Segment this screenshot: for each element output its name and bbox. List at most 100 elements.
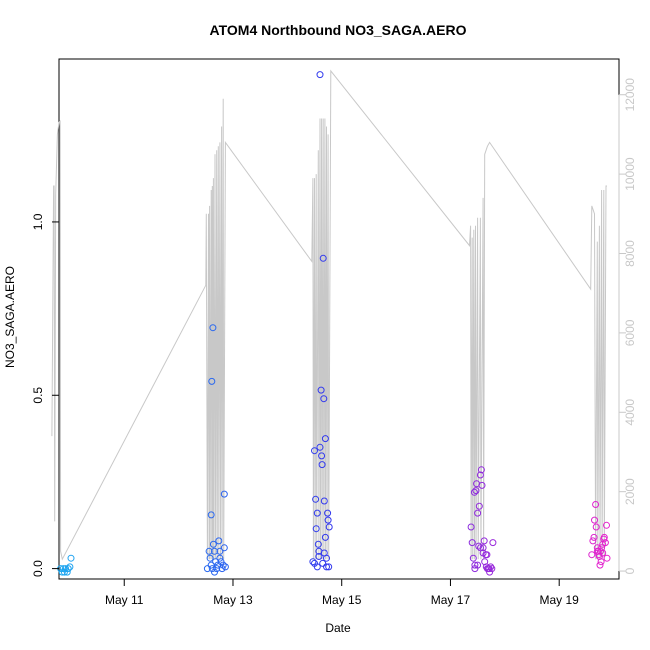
data-point xyxy=(475,542,483,550)
data-point xyxy=(592,523,600,531)
scatter-series xyxy=(57,71,611,576)
data-point xyxy=(313,509,321,517)
data-point xyxy=(315,553,323,560)
data-point xyxy=(588,551,596,559)
data-point xyxy=(316,443,324,451)
data-point xyxy=(67,554,75,562)
y2-tick-label: 12000 xyxy=(623,78,637,112)
data-point xyxy=(318,452,326,460)
data-point xyxy=(318,461,326,469)
data-point xyxy=(470,488,478,496)
y-axis-left: 0.0 0.5 1.0 xyxy=(31,213,59,577)
data-point xyxy=(592,501,600,508)
x-axis: May 11 May 13 May 15 May 17 May 19 xyxy=(105,579,579,607)
data-point xyxy=(211,547,218,555)
data-point xyxy=(319,559,327,567)
data-point xyxy=(208,377,216,385)
data-point xyxy=(483,551,491,559)
data-point xyxy=(597,558,605,566)
y2-tick-label: 2000 xyxy=(623,478,637,505)
data-point xyxy=(60,568,68,576)
data-point xyxy=(485,565,493,573)
data-point xyxy=(596,561,604,569)
data-point xyxy=(487,563,495,571)
y2-tick-label: 8000 xyxy=(623,240,637,267)
data-point xyxy=(603,554,611,562)
data-point xyxy=(324,509,332,517)
data-point xyxy=(66,563,74,571)
data-point xyxy=(311,447,318,455)
data-point xyxy=(314,540,322,548)
data-point xyxy=(590,533,598,541)
y-tick-label: 0.5 xyxy=(31,387,45,404)
data-point xyxy=(471,565,479,573)
data-point xyxy=(595,551,603,559)
data-point xyxy=(205,547,213,555)
data-point xyxy=(467,523,475,531)
data-point xyxy=(591,516,598,524)
data-point xyxy=(589,537,597,545)
data-point xyxy=(321,435,329,443)
data-point xyxy=(62,565,69,573)
y2-tick-label: 6000 xyxy=(623,319,637,346)
x-tick-label: May 15 xyxy=(322,593,362,607)
data-point xyxy=(476,471,484,479)
data-point xyxy=(220,544,228,552)
data-point xyxy=(469,554,477,562)
data-point xyxy=(488,565,496,573)
y-axis-right: 0 2000 4000 6000 8000 10000 12000 xyxy=(618,78,637,574)
data-point xyxy=(209,324,217,332)
data-point xyxy=(597,547,604,555)
data-point xyxy=(313,563,321,571)
data-point xyxy=(220,490,228,498)
data-point xyxy=(312,525,320,533)
data-point xyxy=(320,549,328,557)
data-point xyxy=(221,563,229,571)
data-point xyxy=(323,563,330,571)
secondary-line-series xyxy=(51,69,607,561)
data-point xyxy=(471,561,479,569)
y2-tick-label: 4000 xyxy=(623,399,637,426)
data-point xyxy=(599,540,607,548)
plot-border xyxy=(58,58,620,580)
line-series-path xyxy=(51,69,607,561)
data-point xyxy=(321,533,329,541)
data-point xyxy=(600,533,608,541)
x-tick-label: May 17 xyxy=(431,593,471,607)
data-point xyxy=(475,502,483,510)
data-point xyxy=(486,568,494,576)
data-point xyxy=(489,539,497,547)
data-point xyxy=(64,565,72,573)
data-point xyxy=(478,481,486,489)
data-point xyxy=(325,563,333,571)
data-point xyxy=(320,497,328,505)
data-point xyxy=(325,523,333,531)
data-point xyxy=(593,547,601,555)
data-point xyxy=(472,487,480,495)
data-point xyxy=(324,516,332,524)
data-point xyxy=(216,547,224,555)
data-point xyxy=(206,554,214,562)
data-point xyxy=(468,539,476,547)
x-tick-label: May 19 xyxy=(540,593,580,607)
data-point xyxy=(309,558,317,566)
data-point xyxy=(312,495,320,503)
y2-tick-label: 10000 xyxy=(623,157,637,191)
data-point xyxy=(219,561,227,569)
plot-area xyxy=(58,58,620,580)
data-point xyxy=(203,565,211,573)
data-point xyxy=(211,568,218,576)
data-point xyxy=(316,71,324,79)
y-tick-label: 1.0 xyxy=(31,213,45,230)
data-point xyxy=(317,386,325,394)
data-point xyxy=(476,544,484,552)
data-point xyxy=(603,521,610,529)
chart-title: ATOM4 Northbound NO3_SAGA.AERO xyxy=(210,22,467,38)
data-point xyxy=(320,395,328,403)
data-point xyxy=(474,509,482,517)
x-axis-label: Date xyxy=(325,621,351,635)
data-point xyxy=(319,254,327,262)
data-point xyxy=(213,565,221,573)
data-point xyxy=(59,565,67,573)
